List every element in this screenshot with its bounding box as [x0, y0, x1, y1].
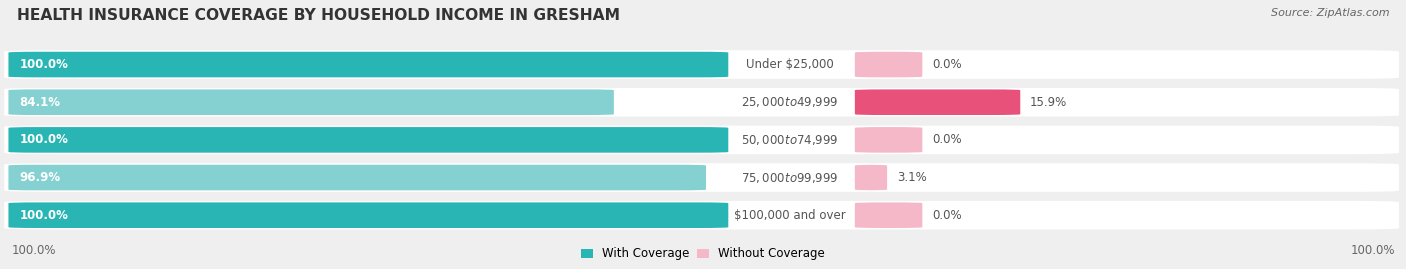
FancyBboxPatch shape: [4, 126, 1399, 154]
Text: 100.0%: 100.0%: [20, 58, 69, 71]
Text: 100.0%: 100.0%: [11, 244, 56, 257]
FancyBboxPatch shape: [855, 127, 922, 153]
FancyBboxPatch shape: [8, 127, 728, 153]
Text: 3.1%: 3.1%: [897, 171, 927, 184]
FancyBboxPatch shape: [855, 89, 1021, 115]
Text: Under $25,000: Under $25,000: [747, 58, 834, 71]
Text: 84.1%: 84.1%: [20, 96, 60, 109]
Text: 0.0%: 0.0%: [932, 209, 962, 222]
Text: 15.9%: 15.9%: [1031, 96, 1067, 109]
Text: 0.0%: 0.0%: [932, 58, 962, 71]
FancyBboxPatch shape: [4, 201, 1399, 229]
FancyBboxPatch shape: [855, 165, 887, 190]
FancyBboxPatch shape: [4, 50, 1399, 79]
FancyBboxPatch shape: [8, 165, 706, 190]
Text: Source: ZipAtlas.com: Source: ZipAtlas.com: [1271, 8, 1389, 18]
Text: 100.0%: 100.0%: [20, 209, 69, 222]
Text: 96.9%: 96.9%: [20, 171, 60, 184]
FancyBboxPatch shape: [4, 88, 1399, 116]
Text: $75,000 to $99,999: $75,000 to $99,999: [741, 171, 839, 185]
FancyBboxPatch shape: [855, 52, 922, 77]
Text: 100.0%: 100.0%: [20, 133, 69, 146]
Text: 0.0%: 0.0%: [932, 133, 962, 146]
Text: $25,000 to $49,999: $25,000 to $49,999: [741, 95, 839, 109]
FancyBboxPatch shape: [4, 163, 1399, 192]
FancyBboxPatch shape: [855, 202, 922, 228]
Text: 100.0%: 100.0%: [1350, 244, 1395, 257]
Text: HEALTH INSURANCE COVERAGE BY HOUSEHOLD INCOME IN GRESHAM: HEALTH INSURANCE COVERAGE BY HOUSEHOLD I…: [17, 8, 620, 23]
FancyBboxPatch shape: [8, 202, 728, 228]
Text: $50,000 to $74,999: $50,000 to $74,999: [741, 133, 839, 147]
Legend: With Coverage, Without Coverage: With Coverage, Without Coverage: [581, 247, 825, 260]
FancyBboxPatch shape: [8, 52, 728, 77]
FancyBboxPatch shape: [8, 89, 614, 115]
Text: $100,000 and over: $100,000 and over: [734, 209, 846, 222]
